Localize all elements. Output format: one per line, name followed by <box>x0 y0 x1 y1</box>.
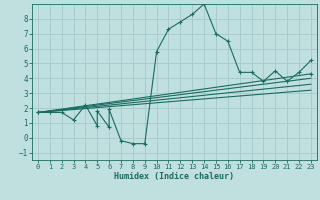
X-axis label: Humidex (Indice chaleur): Humidex (Indice chaleur) <box>115 172 234 181</box>
